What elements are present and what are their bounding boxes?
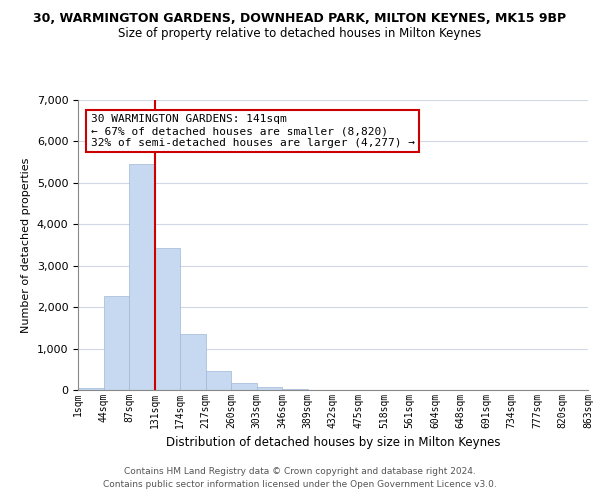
Text: 30 WARMINGTON GARDENS: 141sqm
← 67% of detached houses are smaller (8,820)
32% o: 30 WARMINGTON GARDENS: 141sqm ← 67% of d… — [91, 114, 415, 148]
Bar — [257, 386, 282, 390]
Bar — [155, 248, 180, 390]
Bar — [205, 372, 231, 390]
Bar — [180, 334, 205, 390]
Text: Size of property relative to detached houses in Milton Keynes: Size of property relative to detached ho… — [118, 28, 482, 40]
Bar — [129, 164, 155, 390]
Bar — [282, 389, 308, 390]
Bar — [231, 383, 257, 390]
Text: Contains public sector information licensed under the Open Government Licence v3: Contains public sector information licen… — [103, 480, 497, 489]
Bar — [104, 296, 129, 390]
X-axis label: Distribution of detached houses by size in Milton Keynes: Distribution of detached houses by size … — [166, 436, 500, 450]
Y-axis label: Number of detached properties: Number of detached properties — [21, 158, 31, 332]
Text: 30, WARMINGTON GARDENS, DOWNHEAD PARK, MILTON KEYNES, MK15 9BP: 30, WARMINGTON GARDENS, DOWNHEAD PARK, M… — [34, 12, 566, 26]
Text: Contains HM Land Registry data © Crown copyright and database right 2024.: Contains HM Land Registry data © Crown c… — [124, 467, 476, 476]
Bar — [78, 388, 104, 390]
